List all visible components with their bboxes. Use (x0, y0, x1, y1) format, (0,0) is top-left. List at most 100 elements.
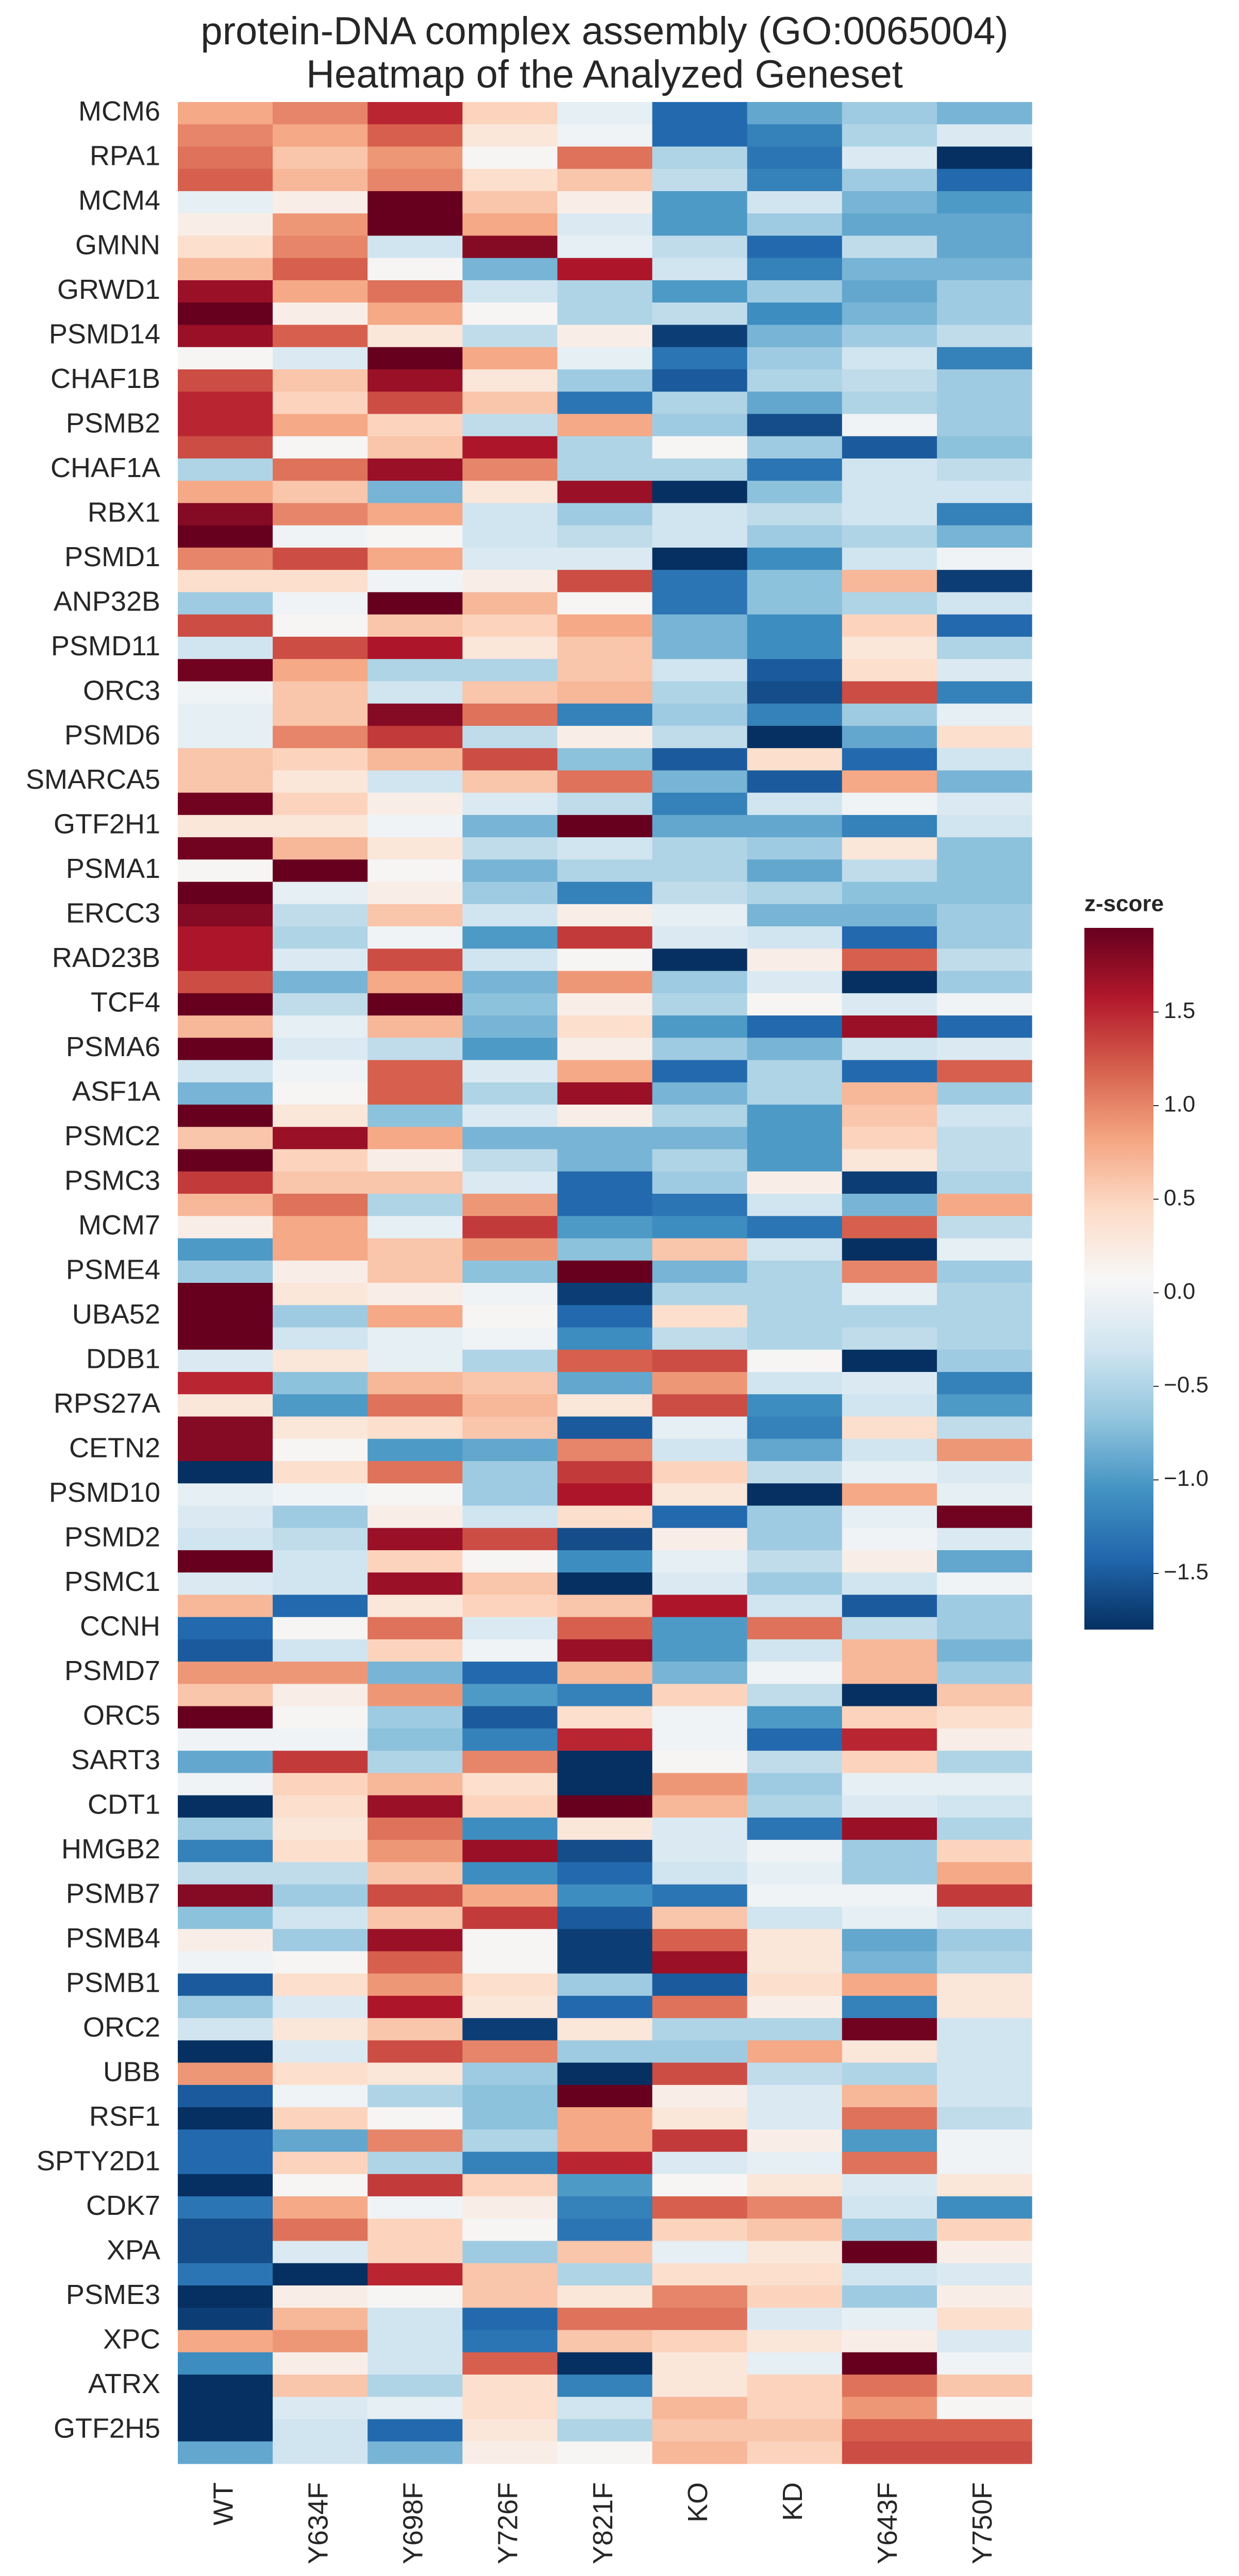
heatmap-cell (462, 325, 558, 348)
heatmap-cell (652, 1371, 748, 1395)
heatmap-cell (367, 1951, 463, 1974)
y-tick-label: UBA52 (72, 1299, 160, 1330)
heatmap-cell (273, 1238, 368, 1261)
heatmap-cell (367, 1438, 463, 1462)
heatmap-cell (367, 770, 463, 793)
heatmap-cell (178, 815, 273, 838)
heatmap-cell (842, 146, 937, 170)
heatmap-cell (462, 1929, 558, 1952)
heatmap-cell (557, 1751, 653, 1773)
heatmap-cell (842, 1194, 937, 1216)
heatmap-cell (462, 1082, 558, 1105)
heatmap-cell (367, 1105, 463, 1127)
heatmap-cell (652, 2241, 748, 2264)
heatmap-cell (273, 213, 368, 236)
heatmap-cell (178, 859, 273, 883)
y-tick-label: GTF2H1 (54, 809, 160, 840)
heatmap-cell (652, 124, 748, 147)
heatmap-cell (652, 1906, 748, 1929)
heatmap-cell (747, 748, 843, 771)
heatmap-cell (273, 703, 368, 726)
heatmap-cell (842, 1327, 937, 1350)
heatmap-cell (842, 2441, 937, 2464)
y-tick-label: RAD23B (52, 942, 160, 973)
heatmap-cell (367, 2062, 463, 2086)
heatmap-cell (557, 2330, 653, 2353)
heatmap-cell (367, 102, 463, 125)
heatmap-cell (842, 2151, 937, 2175)
heatmap-cell (652, 2218, 748, 2242)
heatmap-cell (557, 280, 653, 303)
y-tick-label: MCM6 (78, 96, 160, 127)
heatmap-cell (462, 1238, 558, 1261)
heatmap-cell (273, 1528, 368, 1551)
heatmap-cell (367, 1817, 463, 1840)
heatmap-cell (462, 1349, 558, 1372)
heatmap-cell (178, 124, 273, 147)
heatmap-cell (557, 1550, 653, 1573)
heatmap-cell (936, 2107, 1032, 2130)
heatmap-cell (652, 770, 748, 793)
heatmap-cell (462, 570, 558, 592)
heatmap-cell (557, 503, 653, 526)
heatmap-cell (462, 1617, 558, 1640)
heatmap-cell (842, 815, 937, 838)
heatmap-cell (936, 1595, 1032, 1618)
heatmap-cell (367, 2196, 463, 2219)
heatmap-cell (936, 2062, 1032, 2086)
heatmap-cell (652, 2419, 748, 2442)
colorbar-tick-label: 1.0 (1164, 1092, 1195, 1117)
heatmap-cell (842, 1706, 937, 1729)
heatmap-cell (178, 547, 273, 570)
y-tick-label: PSMD14 (49, 318, 160, 349)
heatmap-cell (842, 2218, 937, 2242)
heatmap-cell (367, 681, 463, 704)
heatmap-cell (747, 1260, 843, 1283)
heatmap-cell (936, 258, 1032, 281)
heatmap-cell (936, 2263, 1032, 2286)
heatmap-cell (462, 302, 558, 326)
heatmap-cell (842, 1015, 937, 1038)
heatmap-cell (367, 1082, 463, 1105)
heatmap-cell (842, 2419, 937, 2442)
heatmap-cell (747, 1951, 843, 1974)
heatmap-cell (936, 302, 1032, 326)
heatmap-cell (747, 1327, 843, 1350)
heatmap-cell (557, 1951, 653, 1974)
heatmap-cell (557, 2151, 653, 2175)
heatmap-cell (936, 1951, 1032, 1974)
heatmap-cell (462, 213, 558, 236)
heatmap-cell (652, 2174, 748, 2197)
heatmap-cell (462, 1438, 558, 1462)
heatmap-cell (842, 235, 937, 259)
y-tick-label: GMNN (75, 229, 160, 260)
heatmap-cell (557, 636, 653, 659)
heatmap-cell (462, 636, 558, 659)
heatmap-cell (652, 1817, 748, 1840)
heatmap-cell (842, 614, 937, 637)
heatmap-cell (462, 525, 558, 548)
heatmap-cell (178, 2218, 273, 2242)
heatmap-cell (652, 926, 748, 949)
heatmap-cell (462, 2062, 558, 2086)
y-tick-label: SART3 (71, 1744, 160, 1775)
heatmap-cell (936, 2308, 1032, 2331)
heatmap-cell (557, 1862, 653, 1885)
heatmap-cell (652, 2330, 748, 2353)
heatmap-cell (178, 1906, 273, 1929)
heatmap-cell (557, 458, 653, 481)
heatmap-cell (936, 2352, 1032, 2375)
heatmap-cell (842, 392, 937, 415)
heatmap-cell (367, 2308, 463, 2331)
heatmap-cell (178, 1572, 273, 1596)
heatmap-cell (747, 636, 843, 659)
heatmap-cell (273, 2285, 368, 2308)
heatmap-cell (842, 1817, 937, 1840)
heatmap-cell (462, 2241, 558, 2264)
heatmap-cell (842, 481, 937, 504)
heatmap-cell (842, 1438, 937, 1462)
heatmap-cell (367, 1572, 463, 1596)
heatmap-cell (367, 1283, 463, 1306)
heatmap-cell (747, 436, 843, 459)
heatmap-cell (842, 1884, 937, 1907)
